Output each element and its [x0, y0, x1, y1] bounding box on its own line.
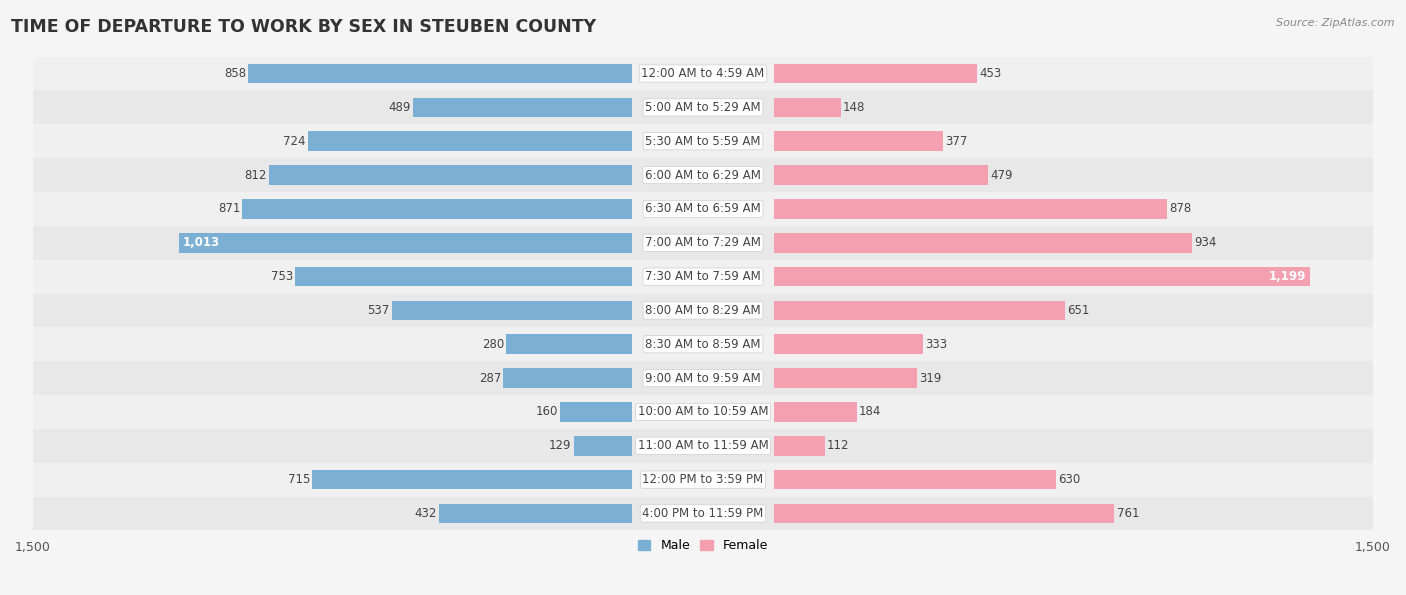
Bar — [775, 199, 1167, 219]
Text: 11:00 AM to 11:59 AM: 11:00 AM to 11:59 AM — [638, 439, 768, 452]
Bar — [775, 436, 824, 456]
Text: 7:30 AM to 7:59 AM: 7:30 AM to 7:59 AM — [645, 270, 761, 283]
Text: 479: 479 — [991, 168, 1014, 181]
Text: 7:00 AM to 7:29 AM: 7:00 AM to 7:29 AM — [645, 236, 761, 249]
Bar — [32, 327, 1374, 361]
Bar — [413, 98, 631, 117]
Bar — [179, 233, 631, 252]
Bar — [32, 429, 1374, 463]
Legend: Male, Female: Male, Female — [633, 534, 773, 558]
Bar — [295, 267, 631, 286]
Text: 715: 715 — [287, 473, 309, 486]
Text: 129: 129 — [550, 439, 572, 452]
Bar — [775, 503, 1115, 523]
Text: 9:00 AM to 9:59 AM: 9:00 AM to 9:59 AM — [645, 372, 761, 384]
Bar — [775, 267, 1310, 286]
Bar — [439, 503, 631, 523]
Bar — [308, 131, 631, 151]
Text: 878: 878 — [1168, 202, 1191, 215]
Bar — [775, 165, 988, 185]
Bar — [503, 368, 631, 388]
Bar — [242, 199, 631, 219]
Text: 1,013: 1,013 — [183, 236, 219, 249]
Text: 12:00 AM to 4:59 AM: 12:00 AM to 4:59 AM — [641, 67, 765, 80]
Text: 1,199: 1,199 — [1270, 270, 1306, 283]
Text: 319: 319 — [920, 372, 942, 384]
Text: 489: 489 — [388, 101, 411, 114]
Text: 160: 160 — [536, 405, 558, 418]
Bar — [560, 402, 631, 422]
Bar — [574, 436, 631, 456]
Bar — [32, 497, 1374, 530]
Bar — [269, 165, 631, 185]
Text: 871: 871 — [218, 202, 240, 215]
Text: 112: 112 — [827, 439, 849, 452]
Bar — [32, 57, 1374, 90]
Text: 453: 453 — [979, 67, 1001, 80]
Bar — [32, 361, 1374, 395]
Text: 333: 333 — [925, 338, 948, 351]
Text: 812: 812 — [245, 168, 267, 181]
Text: 753: 753 — [271, 270, 292, 283]
Bar — [32, 463, 1374, 497]
Bar — [32, 395, 1374, 429]
Text: 6:30 AM to 6:59 AM: 6:30 AM to 6:59 AM — [645, 202, 761, 215]
Text: 858: 858 — [224, 67, 246, 80]
Bar — [32, 124, 1374, 158]
Bar — [32, 259, 1374, 293]
Bar — [32, 90, 1374, 124]
Text: 432: 432 — [413, 507, 436, 520]
Bar — [249, 64, 631, 83]
Text: 5:30 AM to 5:59 AM: 5:30 AM to 5:59 AM — [645, 134, 761, 148]
Text: 630: 630 — [1059, 473, 1080, 486]
Bar — [775, 334, 924, 354]
Text: 761: 761 — [1116, 507, 1139, 520]
Text: Source: ZipAtlas.com: Source: ZipAtlas.com — [1277, 18, 1395, 28]
Bar — [506, 334, 631, 354]
Bar — [775, 98, 841, 117]
Text: 724: 724 — [284, 134, 307, 148]
Bar — [775, 233, 1192, 252]
Text: TIME OF DEPARTURE TO WORK BY SEX IN STEUBEN COUNTY: TIME OF DEPARTURE TO WORK BY SEX IN STEU… — [11, 18, 596, 36]
Text: 6:00 AM to 6:29 AM: 6:00 AM to 6:29 AM — [645, 168, 761, 181]
Bar — [775, 300, 1066, 320]
Text: 148: 148 — [842, 101, 865, 114]
Bar — [32, 226, 1374, 259]
Text: 8:00 AM to 8:29 AM: 8:00 AM to 8:29 AM — [645, 304, 761, 317]
Text: 5:00 AM to 5:29 AM: 5:00 AM to 5:29 AM — [645, 101, 761, 114]
Text: 537: 537 — [367, 304, 389, 317]
Text: 934: 934 — [1194, 236, 1216, 249]
Bar — [775, 64, 977, 83]
Bar — [775, 131, 943, 151]
Bar — [775, 368, 917, 388]
Text: 12:00 PM to 3:59 PM: 12:00 PM to 3:59 PM — [643, 473, 763, 486]
Text: 651: 651 — [1067, 304, 1090, 317]
Bar — [32, 192, 1374, 226]
Bar — [32, 158, 1374, 192]
Bar — [775, 402, 856, 422]
Bar — [392, 300, 631, 320]
Bar — [775, 470, 1056, 490]
Text: 4:00 PM to 11:59 PM: 4:00 PM to 11:59 PM — [643, 507, 763, 520]
Text: 287: 287 — [478, 372, 501, 384]
Bar — [312, 470, 631, 490]
Text: 184: 184 — [859, 405, 882, 418]
Text: 377: 377 — [945, 134, 967, 148]
Text: 10:00 AM to 10:59 AM: 10:00 AM to 10:59 AM — [638, 405, 768, 418]
Text: 8:30 AM to 8:59 AM: 8:30 AM to 8:59 AM — [645, 338, 761, 351]
Text: 280: 280 — [482, 338, 505, 351]
Bar — [32, 293, 1374, 327]
